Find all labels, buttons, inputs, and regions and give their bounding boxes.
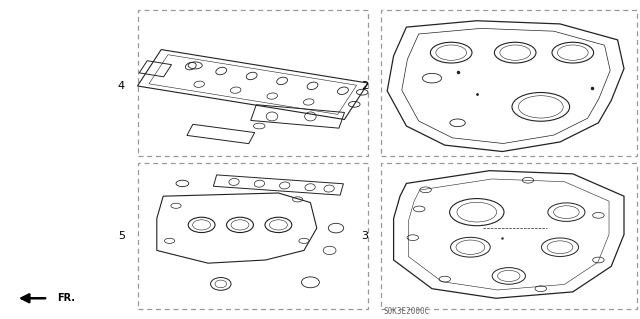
Text: S0K3E2000C: S0K3E2000C — [384, 307, 430, 316]
Text: FR.: FR. — [58, 293, 76, 303]
Text: 5: 5 — [118, 231, 125, 241]
Text: 2: 2 — [361, 81, 368, 91]
Bar — [138, 163, 368, 309]
Bar — [138, 10, 368, 156]
Text: 4: 4 — [118, 81, 125, 91]
Bar — [381, 163, 637, 309]
Bar — [381, 10, 637, 156]
Text: 3: 3 — [361, 231, 368, 241]
